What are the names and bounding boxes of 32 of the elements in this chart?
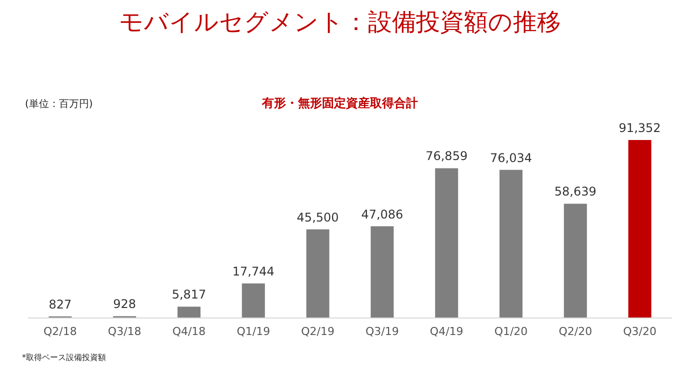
bar — [242, 283, 265, 318]
chart-subtitle: 有形・無形固定資産取得合計 — [261, 96, 418, 110]
data-label: 47,086 — [361, 207, 404, 222]
chart-title: モバイルセグメント：設備投資額の推移 — [119, 8, 561, 36]
data-label: 827 — [48, 297, 72, 312]
data-label: 91,352 — [618, 121, 661, 135]
x-tick-label: Q2/18 — [44, 325, 77, 338]
data-label: 928 — [113, 297, 136, 312]
x-tick-label: Q1/19 — [236, 325, 270, 338]
data-label: 76,034 — [490, 150, 532, 165]
x-tick-label: Q2/19 — [301, 325, 334, 338]
data-label: 17,744 — [232, 264, 274, 278]
bar — [564, 204, 587, 318]
data-label: 76,859 — [426, 149, 468, 164]
x-tick-label: Q1/20 — [494, 325, 528, 338]
data-label: 58,639 — [554, 184, 596, 199]
x-tick-label: Q3/19 — [366, 325, 399, 338]
x-tick-label: Q3/18 — [108, 325, 142, 338]
x-tick-label: Q4/19 — [430, 325, 464, 338]
bar — [370, 226, 394, 318]
bar — [500, 170, 522, 318]
bar — [435, 168, 458, 318]
text: (単位：百万円) — [25, 98, 93, 110]
text: *取得ベース設備投資額 — [22, 353, 106, 362]
x-tick-label: Q4/18 — [172, 325, 206, 338]
bar — [306, 229, 330, 318]
data-label: 45,500 — [296, 210, 339, 224]
bar — [628, 140, 652, 318]
bar — [178, 306, 200, 318]
data-label: 5,817 — [172, 288, 206, 302]
x-tick-label: Q2/20 — [558, 325, 592, 338]
x-tick-label: Q3/20 — [623, 325, 656, 338]
